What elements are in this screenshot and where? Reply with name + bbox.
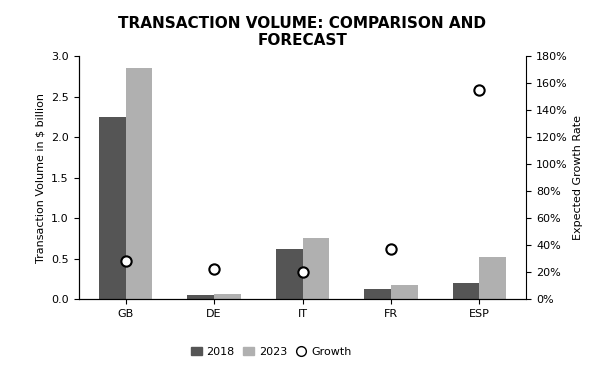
Bar bbox=[276, 249, 302, 299]
Bar bbox=[302, 239, 329, 299]
Legend: 2018, 2023, Growth: 2018, 2023, Growth bbox=[186, 343, 356, 362]
Bar bbox=[364, 289, 391, 299]
Y-axis label: Transaction Volume in $ billion: Transaction Volume in $ billion bbox=[36, 93, 45, 263]
Bar bbox=[453, 283, 479, 299]
Growth bbox=[386, 246, 396, 252]
Growth bbox=[209, 267, 219, 273]
Growth bbox=[298, 269, 307, 275]
Title: TRANSACTION VOLUME: COMPARISON AND
FORECAST: TRANSACTION VOLUME: COMPARISON AND FOREC… bbox=[119, 16, 486, 48]
Bar bbox=[391, 285, 417, 299]
Growth bbox=[474, 87, 484, 93]
Y-axis label: Expected Growth Rate: Expected Growth Rate bbox=[574, 115, 583, 240]
Bar bbox=[214, 294, 241, 299]
Growth bbox=[121, 258, 131, 264]
Bar bbox=[126, 68, 152, 299]
Bar bbox=[479, 257, 506, 299]
Bar bbox=[99, 117, 126, 299]
Bar bbox=[188, 295, 214, 299]
